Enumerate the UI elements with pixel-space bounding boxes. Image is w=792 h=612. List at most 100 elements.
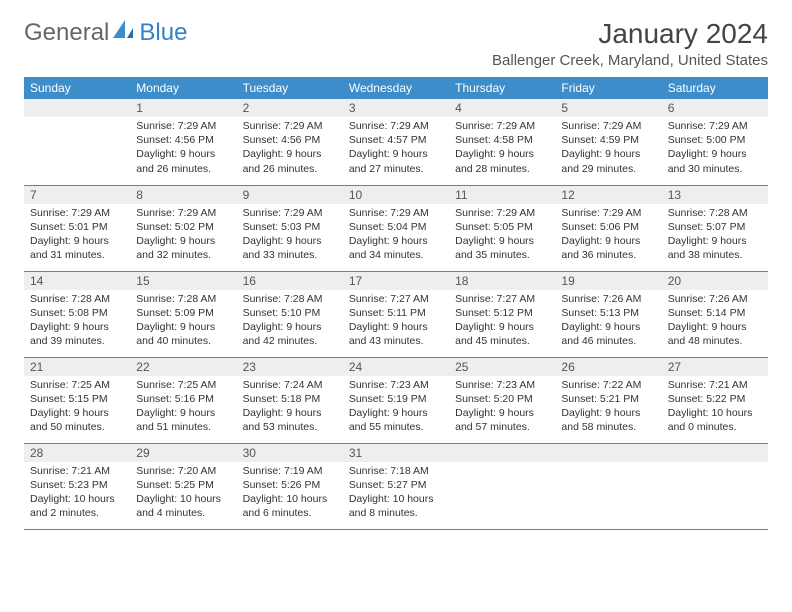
day-number: 2 (237, 99, 343, 117)
day-line-sr: Sunrise: 7:29 AM (243, 206, 337, 220)
day-line-d2: and 27 minutes. (349, 162, 443, 176)
day-line-ss: Sunset: 5:26 PM (243, 478, 337, 492)
day-line-sr: Sunrise: 7:28 AM (243, 292, 337, 306)
day-number: 4 (449, 99, 555, 117)
day-number: 30 (237, 444, 343, 462)
day-line-d2: and 6 minutes. (243, 506, 337, 520)
calendar-cell: 25Sunrise: 7:23 AMSunset: 5:20 PMDayligh… (449, 357, 555, 443)
brand-text-blue: Blue (139, 19, 187, 47)
calendar-cell: 29Sunrise: 7:20 AMSunset: 5:25 PMDayligh… (130, 443, 236, 529)
title-block: January 2024 Ballenger Creek, Maryland, … (492, 18, 768, 69)
day-line-d1: Daylight: 9 hours (349, 234, 443, 248)
day-line-ss: Sunset: 5:08 PM (30, 306, 124, 320)
day-line-d2: and 51 minutes. (136, 420, 230, 434)
day-data: Sunrise: 7:21 AMSunset: 5:23 PMDaylight:… (24, 462, 130, 525)
day-line-d2: and 53 minutes. (243, 420, 337, 434)
day-line-sr: Sunrise: 7:29 AM (243, 119, 337, 133)
day-line-ss: Sunset: 4:59 PM (561, 133, 655, 147)
day-data: Sunrise: 7:20 AMSunset: 5:25 PMDaylight:… (130, 462, 236, 525)
calendar-row: 1Sunrise: 7:29 AMSunset: 4:56 PMDaylight… (24, 99, 768, 185)
calendar-row: 7Sunrise: 7:29 AMSunset: 5:01 PMDaylight… (24, 185, 768, 271)
day-line-d2: and 0 minutes. (668, 420, 762, 434)
day-line-ss: Sunset: 5:05 PM (455, 220, 549, 234)
day-line-d2: and 45 minutes. (455, 334, 549, 348)
day-line-sr: Sunrise: 7:23 AM (455, 378, 549, 392)
calendar-cell: 6Sunrise: 7:29 AMSunset: 5:00 PMDaylight… (662, 99, 768, 185)
day-line-d1: Daylight: 9 hours (561, 147, 655, 161)
day-number: 22 (130, 358, 236, 376)
calendar-cell: 28Sunrise: 7:21 AMSunset: 5:23 PMDayligh… (24, 443, 130, 529)
day-line-sr: Sunrise: 7:29 AM (561, 206, 655, 220)
day-data: Sunrise: 7:23 AMSunset: 5:19 PMDaylight:… (343, 376, 449, 439)
day-line-d2: and 2 minutes. (30, 506, 124, 520)
day-line-d1: Daylight: 10 hours (30, 492, 124, 506)
day-line-d1: Daylight: 10 hours (668, 406, 762, 420)
day-line-d2: and 26 minutes. (243, 162, 337, 176)
weekday-row: SundayMondayTuesdayWednesdayThursdayFrid… (24, 77, 768, 99)
day-line-ss: Sunset: 5:25 PM (136, 478, 230, 492)
location-text: Ballenger Creek, Maryland, United States (492, 52, 768, 69)
day-line-d1: Daylight: 9 hours (561, 406, 655, 420)
day-line-d1: Daylight: 9 hours (30, 320, 124, 334)
calendar-cell: 8Sunrise: 7:29 AMSunset: 5:02 PMDaylight… (130, 185, 236, 271)
day-line-ss: Sunset: 5:07 PM (668, 220, 762, 234)
day-line-d1: Daylight: 9 hours (349, 147, 443, 161)
day-line-d1: Daylight: 9 hours (136, 234, 230, 248)
day-line-sr: Sunrise: 7:26 AM (668, 292, 762, 306)
day-data: Sunrise: 7:26 AMSunset: 5:13 PMDaylight:… (555, 290, 661, 353)
day-data: Sunrise: 7:25 AMSunset: 5:15 PMDaylight:… (24, 376, 130, 439)
day-line-d2: and 26 minutes. (136, 162, 230, 176)
day-data: Sunrise: 7:25 AMSunset: 5:16 PMDaylight:… (130, 376, 236, 439)
day-line-d2: and 32 minutes. (136, 248, 230, 262)
calendar-cell: 3Sunrise: 7:29 AMSunset: 4:57 PMDaylight… (343, 99, 449, 185)
day-line-d1: Daylight: 10 hours (243, 492, 337, 506)
day-line-d1: Daylight: 9 hours (30, 234, 124, 248)
day-line-sr: Sunrise: 7:28 AM (668, 206, 762, 220)
day-line-sr: Sunrise: 7:29 AM (455, 119, 549, 133)
day-number: 31 (343, 444, 449, 462)
day-line-sr: Sunrise: 7:18 AM (349, 464, 443, 478)
day-number-empty (555, 444, 661, 462)
weekday-header: Sunday (24, 77, 130, 99)
day-data: Sunrise: 7:29 AMSunset: 4:57 PMDaylight:… (343, 117, 449, 180)
day-data: Sunrise: 7:18 AMSunset: 5:27 PMDaylight:… (343, 462, 449, 525)
day-number: 23 (237, 358, 343, 376)
day-data: Sunrise: 7:27 AMSunset: 5:12 PMDaylight:… (449, 290, 555, 353)
calendar-cell: 11Sunrise: 7:29 AMSunset: 5:05 PMDayligh… (449, 185, 555, 271)
day-data: Sunrise: 7:29 AMSunset: 5:03 PMDaylight:… (237, 204, 343, 267)
day-data: Sunrise: 7:28 AMSunset: 5:09 PMDaylight:… (130, 290, 236, 353)
day-number: 29 (130, 444, 236, 462)
weekday-header: Wednesday (343, 77, 449, 99)
day-line-sr: Sunrise: 7:29 AM (668, 119, 762, 133)
day-line-d2: and 4 minutes. (136, 506, 230, 520)
day-line-sr: Sunrise: 7:25 AM (30, 378, 124, 392)
day-line-sr: Sunrise: 7:22 AM (561, 378, 655, 392)
day-line-sr: Sunrise: 7:20 AM (136, 464, 230, 478)
day-line-ss: Sunset: 5:18 PM (243, 392, 337, 406)
day-line-d1: Daylight: 9 hours (243, 406, 337, 420)
day-number: 5 (555, 99, 661, 117)
day-line-sr: Sunrise: 7:29 AM (349, 206, 443, 220)
calendar-cell: 20Sunrise: 7:26 AMSunset: 5:14 PMDayligh… (662, 271, 768, 357)
day-data: Sunrise: 7:29 AMSunset: 4:56 PMDaylight:… (237, 117, 343, 180)
calendar-cell: 21Sunrise: 7:25 AMSunset: 5:15 PMDayligh… (24, 357, 130, 443)
day-line-d2: and 50 minutes. (30, 420, 124, 434)
day-line-d1: Daylight: 9 hours (668, 234, 762, 248)
day-data: Sunrise: 7:29 AMSunset: 5:00 PMDaylight:… (662, 117, 768, 180)
weekday-header: Tuesday (237, 77, 343, 99)
weekday-header: Thursday (449, 77, 555, 99)
day-data: Sunrise: 7:26 AMSunset: 5:14 PMDaylight:… (662, 290, 768, 353)
day-line-d2: and 39 minutes. (30, 334, 124, 348)
day-data: Sunrise: 7:23 AMSunset: 5:20 PMDaylight:… (449, 376, 555, 439)
day-line-ss: Sunset: 5:03 PM (243, 220, 337, 234)
day-line-ss: Sunset: 5:09 PM (136, 306, 230, 320)
day-line-d1: Daylight: 9 hours (561, 320, 655, 334)
day-number: 12 (555, 186, 661, 204)
day-line-ss: Sunset: 5:20 PM (455, 392, 549, 406)
calendar-cell: 13Sunrise: 7:28 AMSunset: 5:07 PMDayligh… (662, 185, 768, 271)
day-line-d2: and 48 minutes. (668, 334, 762, 348)
day-line-d1: Daylight: 9 hours (668, 320, 762, 334)
day-data: Sunrise: 7:28 AMSunset: 5:08 PMDaylight:… (24, 290, 130, 353)
day-number: 28 (24, 444, 130, 462)
calendar-cell (24, 99, 130, 185)
